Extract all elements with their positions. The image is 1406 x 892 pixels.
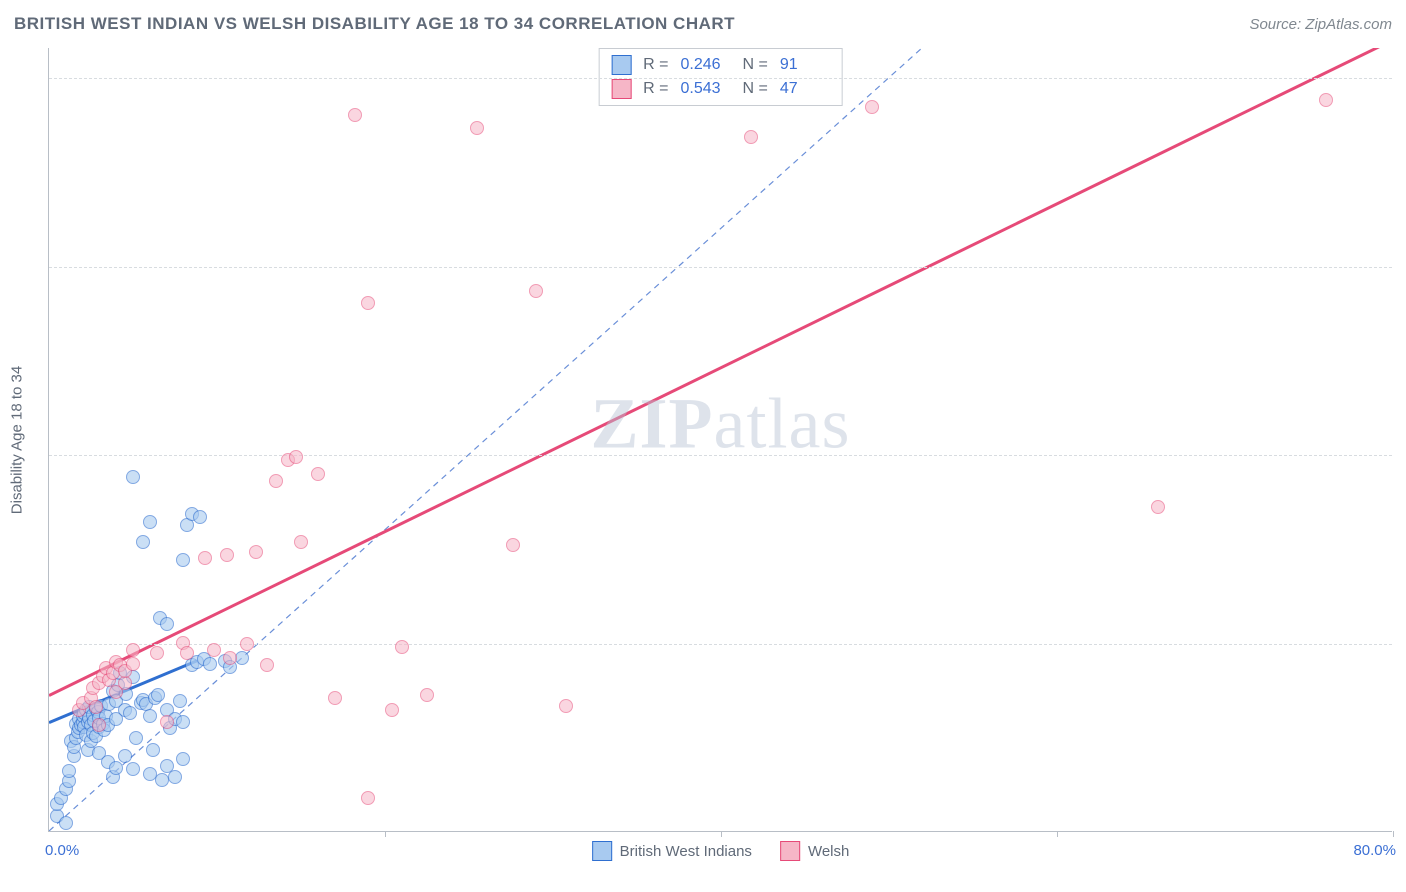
scatter-point-bwi: [193, 510, 207, 524]
scatter-point-bwi: [62, 764, 76, 778]
y-tick-label: 12.5%: [1400, 635, 1406, 652]
chart-header: BRITISH WEST INDIAN VS WELSH DISABILITY …: [14, 14, 1392, 34]
scatter-point-welsh: [180, 646, 194, 660]
scatter-point-bwi: [136, 535, 150, 549]
scatter-point-welsh: [198, 551, 212, 565]
scatter-point-welsh: [529, 284, 543, 298]
scatter-point-welsh: [385, 703, 399, 717]
scatter-point-bwi: [129, 731, 143, 745]
chart-source: Source: ZipAtlas.com: [1249, 16, 1392, 33]
watermark-rest: atlas: [714, 383, 851, 463]
plot-area: Disability Age 18 to 34 R = 0.246 N = 91…: [48, 48, 1392, 832]
legend-r-label: R =: [643, 80, 668, 98]
scatter-point-welsh: [150, 646, 164, 660]
swatch-welsh: [611, 79, 631, 99]
scatter-point-welsh: [311, 467, 325, 481]
scatter-point-bwi: [146, 743, 160, 757]
watermark: ZIPatlas: [591, 382, 851, 465]
scatter-point-bwi: [59, 816, 73, 830]
scatter-point-bwi: [143, 709, 157, 723]
scatter-point-bwi: [118, 749, 132, 763]
legend-correlation-box: R = 0.246 N = 91 R = 0.543 N = 47: [598, 48, 843, 106]
trend-lines-layer: [49, 48, 1392, 831]
scatter-point-bwi: [176, 752, 190, 766]
swatch-bwi: [611, 55, 631, 75]
gridline: [49, 455, 1392, 456]
scatter-point-bwi: [143, 515, 157, 529]
scatter-point-welsh: [744, 130, 758, 144]
legend-item-welsh: Welsh: [780, 841, 849, 861]
legend-r-welsh: 0.543: [681, 80, 731, 98]
swatch-bwi: [592, 841, 612, 861]
scatter-point-welsh: [328, 691, 342, 705]
swatch-welsh: [780, 841, 800, 861]
scatter-point-bwi: [126, 470, 140, 484]
legend-series: British West Indians Welsh: [592, 841, 850, 861]
scatter-point-welsh: [470, 121, 484, 135]
scatter-point-bwi: [126, 762, 140, 776]
scatter-point-welsh: [289, 450, 303, 464]
legend-label-bwi: British West Indians: [620, 843, 752, 860]
x-tick: [721, 831, 722, 837]
x-axis-min-label: 0.0%: [45, 842, 79, 859]
scatter-point-bwi: [168, 770, 182, 784]
y-tick-label: 37.5%: [1400, 258, 1406, 275]
scatter-point-welsh: [1151, 500, 1165, 514]
scatter-point-bwi: [203, 657, 217, 671]
scatter-point-welsh: [223, 651, 237, 665]
scatter-point-welsh: [89, 700, 103, 714]
y-tick-label: 50.0%: [1400, 70, 1406, 87]
scatter-point-welsh: [269, 474, 283, 488]
legend-r-label: R =: [643, 56, 668, 74]
x-tick: [1393, 831, 1394, 837]
scatter-point-welsh: [1319, 93, 1333, 107]
scatter-point-welsh: [395, 640, 409, 654]
scatter-point-bwi: [151, 688, 165, 702]
scatter-point-welsh: [420, 688, 434, 702]
x-axis-max-label: 80.0%: [1353, 842, 1396, 859]
scatter-point-welsh: [118, 676, 132, 690]
scatter-point-welsh: [361, 791, 375, 805]
scatter-point-welsh: [865, 100, 879, 114]
scatter-point-welsh: [207, 643, 221, 657]
legend-n-welsh: 47: [780, 80, 830, 98]
legend-n-label: N =: [743, 56, 768, 74]
chart-title: BRITISH WEST INDIAN VS WELSH DISABILITY …: [14, 14, 735, 34]
y-axis-title: Disability Age 18 to 34: [9, 365, 26, 513]
scatter-point-welsh: [220, 548, 234, 562]
scatter-point-bwi: [176, 553, 190, 567]
scatter-point-welsh: [249, 545, 263, 559]
scatter-point-bwi: [155, 773, 169, 787]
scatter-point-bwi: [176, 715, 190, 729]
scatter-point-bwi: [173, 694, 187, 708]
scatter-point-welsh: [559, 699, 573, 713]
legend-n-bwi: 91: [780, 56, 830, 74]
x-tick: [1057, 831, 1058, 837]
y-tick-label: 25.0%: [1400, 447, 1406, 464]
scatter-point-bwi: [123, 706, 137, 720]
scatter-point-welsh: [160, 715, 174, 729]
scatter-point-welsh: [294, 535, 308, 549]
watermark-bold: ZIP: [591, 383, 714, 463]
scatter-point-bwi: [109, 761, 123, 775]
scatter-point-welsh: [240, 637, 254, 651]
scatter-point-bwi: [160, 617, 174, 631]
scatter-point-welsh: [260, 658, 274, 672]
gridline: [49, 267, 1392, 268]
legend-row-welsh: R = 0.543 N = 47: [611, 77, 830, 101]
legend-row-bwi: R = 0.246 N = 91: [611, 53, 830, 77]
gridline: [49, 78, 1392, 79]
legend-n-label: N =: [743, 80, 768, 98]
legend-r-bwi: 0.246: [681, 56, 731, 74]
scatter-point-welsh: [506, 538, 520, 552]
x-tick: [385, 831, 386, 837]
legend-item-bwi: British West Indians: [592, 841, 752, 861]
scatter-point-welsh: [92, 718, 106, 732]
legend-label-welsh: Welsh: [808, 843, 849, 860]
scatter-point-welsh: [126, 643, 140, 657]
scatter-point-welsh: [126, 657, 140, 671]
scatter-point-welsh: [348, 108, 362, 122]
scatter-point-welsh: [361, 296, 375, 310]
